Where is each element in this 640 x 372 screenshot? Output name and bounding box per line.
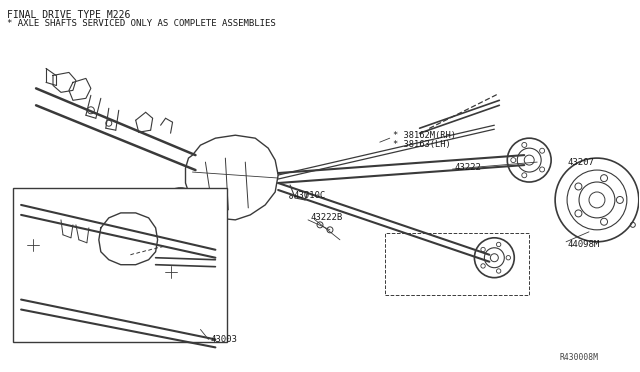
Text: FINAL DRIVE TYPE M226: FINAL DRIVE TYPE M226 — [7, 10, 131, 20]
Text: 43207: 43207 — [567, 158, 594, 167]
Bar — [385, 233, 529, 295]
Text: 43222: 43222 — [454, 163, 481, 171]
Text: 43003: 43003 — [211, 335, 237, 344]
Text: * AXLE SHAFTS SERVICED ONLY AS COMPLETE ASSEMBLIES: * AXLE SHAFTS SERVICED ONLY AS COMPLETE … — [7, 19, 276, 28]
Text: 44098M: 44098M — [567, 240, 599, 249]
Text: 43010C: 43010C — [293, 192, 325, 201]
Text: * 38163(LH): * 38163(LH) — [393, 140, 451, 149]
Text: 43222B: 43222B — [310, 214, 342, 222]
Bar — [13, 188, 227, 342]
Text: * 38162M(RH): * 38162M(RH) — [393, 131, 456, 140]
Text: R430008M: R430008M — [559, 353, 598, 362]
